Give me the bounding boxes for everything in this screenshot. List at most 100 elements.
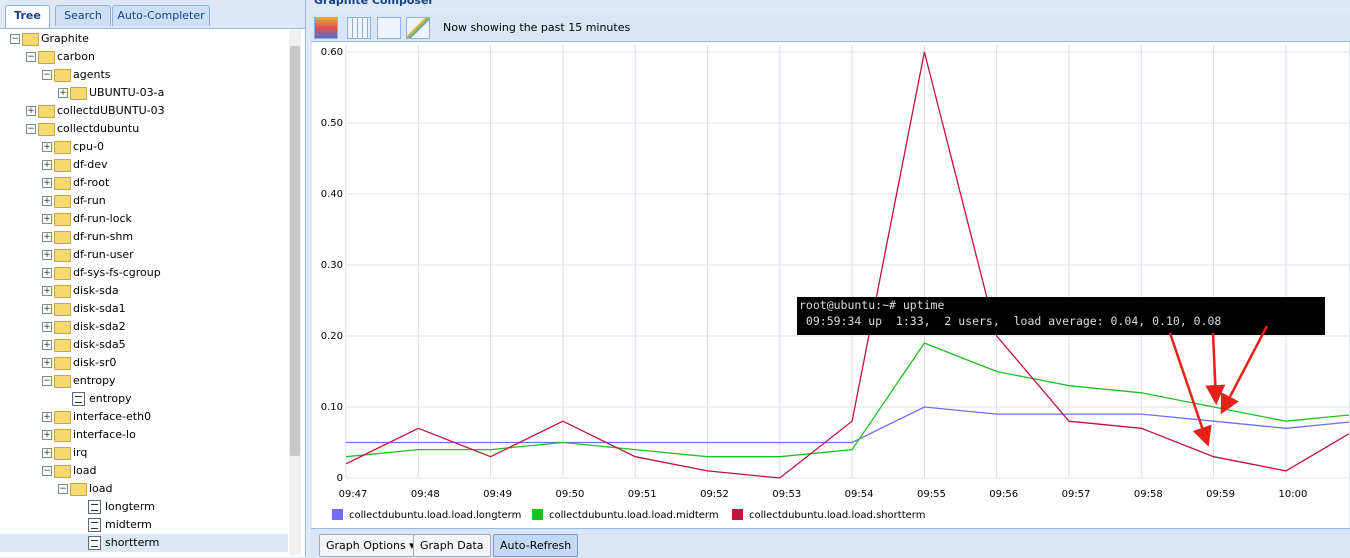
tree-row[interactable]: midterm xyxy=(0,516,288,534)
button[interactable]: Auto-Refresh xyxy=(493,534,579,557)
folder-icon xyxy=(54,465,71,478)
tree-row[interactable]: − collectdubuntu xyxy=(0,120,288,138)
tree-row[interactable]: + collectdUBUNTU-03 xyxy=(0,102,288,120)
button[interactable]: Graph Data xyxy=(413,534,491,557)
x-tick-label: 09:54 xyxy=(845,489,874,500)
expander[interactable]: + xyxy=(42,412,52,422)
tree-row[interactable]: + disk-sda xyxy=(0,282,288,300)
x-tick-label: 09:52 xyxy=(700,489,729,500)
expander[interactable]: + xyxy=(42,286,52,296)
expander[interactable]: − xyxy=(10,34,20,44)
expander[interactable]: + xyxy=(42,304,52,314)
tree-label: disk-sda2 xyxy=(73,320,126,333)
y-tick-label: 0.20 xyxy=(321,331,343,342)
tree-label: disk-sda5 xyxy=(73,338,126,351)
tab[interactable]: Tree xyxy=(5,5,50,28)
tab[interactable]: Search xyxy=(55,5,111,26)
legend-label: collectdubuntu.load.load.shortterm xyxy=(749,510,925,521)
folder-icon xyxy=(54,285,71,298)
tree-label: irq xyxy=(73,446,88,459)
tree-label: collectdUBUNTU-03 xyxy=(57,104,165,117)
tree-row[interactable]: longterm xyxy=(0,498,288,516)
folder-icon xyxy=(54,357,71,370)
expander[interactable]: + xyxy=(26,106,36,116)
tree-row[interactable]: + irq xyxy=(0,444,288,462)
folder-icon xyxy=(38,123,55,136)
tree-row[interactable]: + disk-sr0 xyxy=(0,354,288,372)
x-tick-label: 09:55 xyxy=(917,489,946,500)
tab[interactable]: Auto-Completer xyxy=(112,5,210,26)
scrollbar[interactable] xyxy=(289,30,301,555)
legend-swatch xyxy=(332,509,343,520)
tree-row[interactable]: − Graphite xyxy=(0,30,288,48)
expander[interactable]: − xyxy=(42,466,52,476)
icon-button[interactable] xyxy=(377,17,401,39)
expander[interactable]: + xyxy=(58,88,68,98)
x-tick-label: 09:51 xyxy=(628,489,657,500)
expander[interactable]: + xyxy=(42,160,52,170)
expander[interactable]: + xyxy=(42,340,52,350)
expander[interactable]: + xyxy=(42,142,52,152)
expander[interactable]: + xyxy=(42,178,52,188)
expander[interactable]: − xyxy=(42,376,52,386)
tree-row[interactable]: + UBUNTU-03-a xyxy=(0,84,288,102)
tree-row[interactable]: + df-sys-fs-cgroup xyxy=(0,264,288,282)
button[interactable]: Graph Options ▾ xyxy=(319,534,422,557)
tree-label: cpu-0 xyxy=(73,140,104,153)
tree-row[interactable]: − load xyxy=(0,480,288,498)
tree-row[interactable]: entropy xyxy=(0,390,288,408)
tree-row[interactable]: + cpu-0 xyxy=(0,138,288,156)
expander[interactable]: + xyxy=(42,232,52,242)
tree-label: longterm xyxy=(105,500,155,513)
tree-row[interactable]: + df-run xyxy=(0,192,288,210)
tree-row[interactable]: + interface-lo xyxy=(0,426,288,444)
folder-icon xyxy=(54,231,71,244)
expander[interactable]: + xyxy=(42,322,52,332)
icon-button[interactable] xyxy=(347,17,371,39)
tree-label: interface-lo xyxy=(73,428,136,441)
expander[interactable]: − xyxy=(42,70,52,80)
x-tick-label: 09:56 xyxy=(989,489,1018,500)
expander[interactable]: − xyxy=(26,124,36,134)
tree-row[interactable]: − carbon xyxy=(0,48,288,66)
folder-icon xyxy=(54,159,71,172)
folder-icon xyxy=(54,303,71,316)
folder-icon xyxy=(54,69,71,82)
scroll-thumb[interactable] xyxy=(290,46,300,456)
tree-label: agents xyxy=(73,68,111,81)
tree-row[interactable]: + df-root xyxy=(0,174,288,192)
expander[interactable]: + xyxy=(42,358,52,368)
left-panel: Tree Search Auto-Completer − Graphite − car… xyxy=(0,0,306,557)
tree-row[interactable]: + df-run-shm xyxy=(0,228,288,246)
tree-row[interactable]: + disk-sda5 xyxy=(0,336,288,354)
tree-row[interactable]: − load xyxy=(0,462,288,480)
tree-row[interactable]: + df-dev xyxy=(0,156,288,174)
tree-label: df-run-shm xyxy=(73,230,134,243)
button-label[interactable]: Graph Options xyxy=(326,539,406,552)
terminal-line: root@ubuntu:~# uptime xyxy=(799,298,945,312)
expander[interactable]: + xyxy=(42,448,52,458)
tree-label: df-run-user xyxy=(73,248,134,261)
tree-label: carbon xyxy=(57,50,95,63)
expander[interactable]: + xyxy=(42,250,52,260)
tree-row[interactable]: + interface-eth0 xyxy=(0,408,288,426)
expander[interactable]: + xyxy=(42,214,52,224)
expander[interactable]: − xyxy=(58,484,68,494)
tree-row[interactable]: − agents xyxy=(0,66,288,84)
icon-button[interactable] xyxy=(406,17,430,39)
tree-row[interactable]: + disk-sda1 xyxy=(0,300,288,318)
icon-button[interactable] xyxy=(314,17,338,39)
x-tick-label: 09:59 xyxy=(1206,489,1235,500)
expander[interactable]: + xyxy=(42,430,52,440)
tree-row[interactable]: + df-run-user xyxy=(0,246,288,264)
tree-row[interactable]: + df-run-lock xyxy=(0,210,288,228)
expander[interactable]: + xyxy=(42,196,52,206)
tree-row[interactable]: shortterm xyxy=(0,534,288,552)
expander[interactable]: − xyxy=(26,52,36,62)
tree-row[interactable]: + disk-sda2 xyxy=(0,318,288,336)
y-tick-label: 0.30 xyxy=(321,260,343,271)
tree-label: df-run xyxy=(73,194,106,207)
expander[interactable]: + xyxy=(42,268,52,278)
tree-row[interactable]: − entropy xyxy=(0,372,288,390)
